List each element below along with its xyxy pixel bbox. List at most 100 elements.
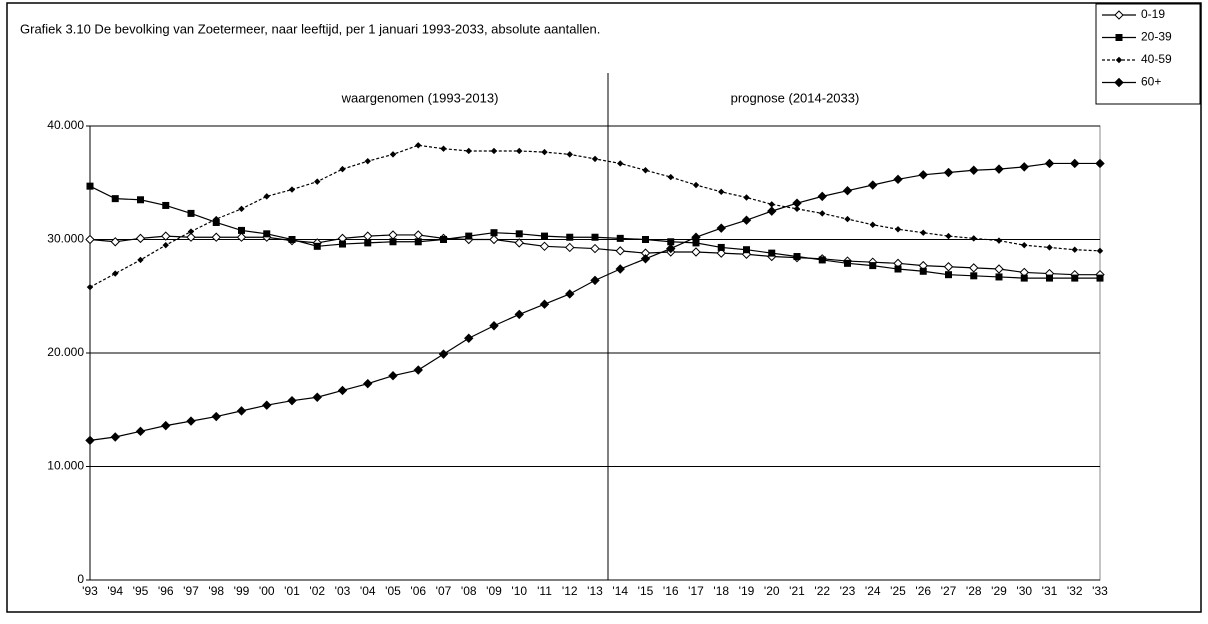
marker <box>1114 10 1124 20</box>
marker <box>86 182 94 190</box>
marker <box>162 241 169 249</box>
marker <box>615 264 625 274</box>
marker <box>135 233 146 244</box>
marker <box>566 233 574 241</box>
marker <box>590 243 600 254</box>
marker <box>110 432 120 442</box>
x-tick-label: '06 <box>410 584 426 598</box>
marker <box>238 205 245 213</box>
marker <box>894 226 902 233</box>
marker <box>565 289 575 299</box>
marker <box>591 155 599 163</box>
y-tick-label: 0 <box>77 572 84 586</box>
x-tick-label: '97 <box>183 584 199 598</box>
marker <box>943 262 954 272</box>
x-tick-label: '94 <box>107 584 123 598</box>
marker <box>111 195 119 203</box>
annotation: prognose (2014-2033) <box>731 90 860 105</box>
x-tick-label: '26 <box>915 584 931 598</box>
marker <box>238 226 245 234</box>
marker <box>388 370 398 381</box>
x-tick-label: '02 <box>309 584 325 598</box>
marker <box>389 238 397 246</box>
marker <box>918 170 928 180</box>
x-tick-label: '04 <box>360 584 376 598</box>
y-tick-label: 20.000 <box>47 345 84 359</box>
marker <box>490 147 498 155</box>
marker <box>718 188 725 196</box>
marker <box>263 230 271 238</box>
marker <box>339 165 346 173</box>
marker <box>213 215 220 223</box>
marker <box>514 309 524 320</box>
marker <box>565 242 575 253</box>
marker <box>793 205 801 213</box>
marker <box>440 145 447 152</box>
marker <box>339 240 346 248</box>
marker <box>162 201 170 209</box>
marker <box>642 167 649 174</box>
marker <box>187 209 195 217</box>
x-tick-label: '18 <box>713 584 729 598</box>
legend-label: 20-39 <box>1141 30 1172 44</box>
marker <box>615 246 625 256</box>
marker <box>187 228 195 235</box>
marker <box>438 349 449 359</box>
marker <box>817 191 827 202</box>
marker <box>490 229 498 237</box>
marker <box>541 148 548 156</box>
marker <box>415 142 422 149</box>
x-tick-label: '17 <box>688 584 704 598</box>
marker <box>970 235 977 242</box>
marker <box>617 160 624 167</box>
marker <box>413 365 423 375</box>
x-tick-label: '25 <box>890 584 906 598</box>
marker <box>818 256 826 264</box>
marker <box>994 164 1004 174</box>
marker <box>920 229 927 236</box>
marker <box>969 165 979 175</box>
marker <box>440 236 447 243</box>
x-tick-label: '19 <box>739 584 755 598</box>
marker <box>1071 274 1079 282</box>
x-tick-label: '98 <box>208 584 224 598</box>
x-tick-label: '00 <box>259 584 275 598</box>
marker <box>287 395 297 406</box>
marker <box>743 194 750 201</box>
marker <box>539 299 550 309</box>
x-tick-label: '95 <box>133 584 149 598</box>
marker <box>1019 162 1029 172</box>
x-tick-label: '21 <box>789 584 805 598</box>
x-tick-label: '11 <box>537 584 552 598</box>
marker <box>919 267 927 275</box>
x-tick-label: '27 <box>941 584 957 598</box>
marker <box>314 178 321 185</box>
legend-label: 40-59 <box>1141 52 1172 66</box>
x-tick-label: '22 <box>814 584 830 598</box>
marker <box>514 238 524 248</box>
y-tick-label: 30.000 <box>47 232 84 246</box>
x-tick-label: '10 <box>511 584 527 598</box>
marker <box>642 236 649 243</box>
marker <box>844 215 851 223</box>
marker <box>516 147 523 155</box>
marker <box>288 186 296 193</box>
marker <box>793 253 801 261</box>
legend-label: 60+ <box>1141 75 1161 89</box>
marker <box>414 238 422 246</box>
x-tick-label: '99 <box>234 584 250 598</box>
x-tick-label: '31 <box>1042 584 1058 598</box>
x-tick-label: '13 <box>587 584 603 598</box>
marker <box>590 275 600 286</box>
annotation: waargenomen (1993-2013) <box>341 90 499 105</box>
marker <box>212 218 220 226</box>
marker <box>943 167 954 178</box>
marker <box>1020 274 1028 282</box>
marker <box>1096 274 1104 282</box>
marker <box>716 248 726 258</box>
marker <box>1046 274 1053 282</box>
marker <box>464 333 474 343</box>
marker <box>85 435 95 446</box>
